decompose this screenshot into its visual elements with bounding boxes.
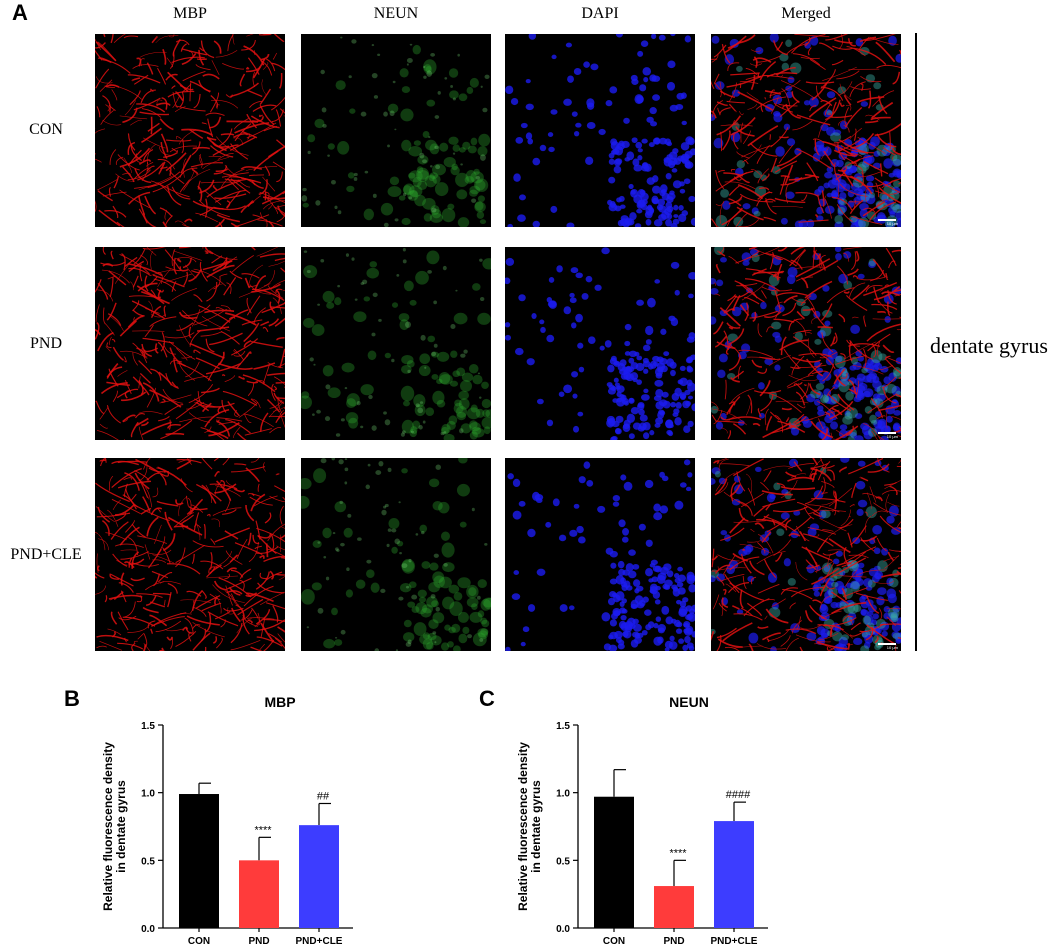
region-label: dentate gyrus <box>930 333 1048 358</box>
scale-bar-label: 10 μm <box>886 645 898 650</box>
micrograph-pnd-cle-mbp <box>95 458 285 651</box>
y-axis-label-line: Relative fluorescence density <box>101 742 115 911</box>
significance-label: **** <box>669 847 687 859</box>
y-axis-label-line: Relative fluorescence density <box>516 742 530 911</box>
y-tick-label: 0.5 <box>556 856 570 867</box>
chart-svg: Relative fluorescence density in dentate … <box>516 721 768 947</box>
y-tick-label: 1.0 <box>556 789 570 800</box>
panel-c-letter: C <box>479 686 495 711</box>
chart-mbp-title: MBP <box>264 694 296 710</box>
y-tick-label: 1.5 <box>556 721 570 732</box>
x-tick-label: PND+CLE <box>296 936 343 947</box>
micrograph-pnd-dapi <box>505 247 695 440</box>
row-label-con: CON <box>29 121 63 138</box>
x-tick-label: PND <box>248 936 269 947</box>
x-tick-label: PND+CLE <box>711 936 758 947</box>
micrograph-pnd-mbp <box>95 247 285 440</box>
y-tick-label: 0.0 <box>556 924 570 935</box>
bar-pnd <box>239 860 279 928</box>
row-label-pnd-cle: PND+CLE <box>10 546 82 563</box>
bar-pnd-cle <box>299 825 339 928</box>
y-tick-label: 0.0 <box>141 924 155 935</box>
y-axis-label-line: in dentate gyrus <box>114 780 128 873</box>
y-tick-label: 1.0 <box>141 789 155 800</box>
significance-label: ## <box>317 790 330 802</box>
y-tick-label: 1.5 <box>141 721 155 732</box>
chart-mbp: Relative fluorescence density in dentate … <box>90 710 400 948</box>
scale-bar <box>878 432 896 434</box>
y-tick-label: 0.5 <box>141 856 155 867</box>
micrograph-con-dapi <box>505 34 695 227</box>
significance-label: **** <box>254 824 272 836</box>
scale-bar-label: 10 μm <box>886 434 898 439</box>
x-tick-label: PND <box>663 936 684 947</box>
chart-neun-title: NEUN <box>669 694 709 710</box>
chart-neun: Relative fluorescence density in dentate … <box>505 710 815 948</box>
column-header-mbp: MBP <box>173 5 207 22</box>
panel-b-letter: B <box>64 686 80 711</box>
column-header-neun: NEUN <box>373 5 419 22</box>
panel-a-letter: A <box>12 0 28 25</box>
x-tick-label: CON <box>603 936 625 947</box>
micrograph-pnd-cle-dapi <box>505 458 695 651</box>
x-tick-label: CON <box>188 936 210 947</box>
micrograph-pnd-neun <box>301 247 491 440</box>
column-header-dapi: DAPI <box>581 5 619 22</box>
bar-con <box>594 796 634 928</box>
bar-pnd-cle <box>714 821 754 928</box>
region-divider-line <box>915 33 917 651</box>
scale-bar-label: 10 μm <box>886 221 898 226</box>
scale-bar <box>878 643 896 645</box>
y-axis-label-line: in dentate gyrus <box>529 780 543 873</box>
bar-con <box>179 794 219 928</box>
micrograph-pnd-cle-merged: 10 μm <box>711 458 901 651</box>
micrograph-con-neun <box>301 34 491 227</box>
micrograph-pnd-merged: 10 μm <box>711 247 901 440</box>
micrograph-con-mbp <box>95 34 285 227</box>
scale-bar <box>878 219 896 221</box>
micrograph-pnd-cle-neun <box>301 458 491 651</box>
chart-svg: Relative fluorescence density in dentate … <box>101 721 353 947</box>
row-label-pnd: PND <box>29 335 62 352</box>
significance-label: #### <box>726 789 751 801</box>
column-header-merged: Merged <box>781 5 831 22</box>
micrograph-con-merged: 10 μm <box>711 34 901 227</box>
bar-pnd <box>654 886 694 928</box>
